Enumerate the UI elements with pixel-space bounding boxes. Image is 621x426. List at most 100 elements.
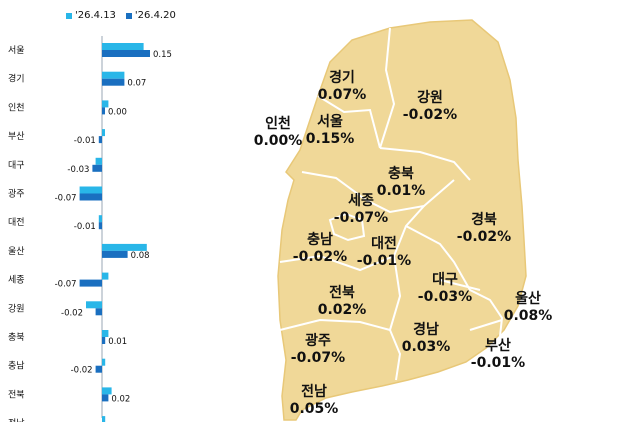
region-border <box>379 147 471 181</box>
value-label: -0.07 <box>55 194 77 204</box>
bar-series-2 <box>98 222 102 230</box>
bar-series-2 <box>102 107 105 115</box>
category-label: 충남 <box>8 361 25 372</box>
region-name: 전남 <box>301 384 327 400</box>
region-label: 울산 0.08% <box>504 291 553 325</box>
region-label: 서울 0.15% <box>306 114 355 148</box>
region-name: 강원 <box>417 90 443 106</box>
value-label: -0.02 <box>61 308 83 318</box>
bar-series-2 <box>95 365 102 373</box>
region-value: -0.07% <box>290 350 346 366</box>
category-label: 인천 <box>8 102 25 113</box>
legend-swatch-series-1 <box>66 12 72 19</box>
bar-series-2 <box>102 50 150 57</box>
bar-series-2 <box>95 308 102 316</box>
category-label: 강원 <box>8 303 25 314</box>
region-label: 경북 -0.02% <box>457 212 511 246</box>
category-label: 대구 <box>8 160 25 171</box>
bar-series-1 <box>102 129 105 137</box>
region-value: 0.08% <box>503 308 553 324</box>
bar-series-2 <box>102 78 125 86</box>
region-label: 대전 -0.01% <box>357 236 411 270</box>
region-name: 부산 <box>485 338 511 354</box>
region-label: 충남 -0.02% <box>293 232 347 266</box>
region-value: 0.01% <box>376 183 426 199</box>
region-border <box>279 318 391 331</box>
region-name: 울산 <box>515 291 541 307</box>
bar-series-2 <box>102 250 128 258</box>
region-value: -0.02% <box>456 229 512 245</box>
region-name: 서울 <box>317 114 343 130</box>
category-label: 세종 <box>8 275 25 286</box>
value-label: -0.01 <box>74 136 96 146</box>
region-label: 부산 -0.01% <box>471 338 525 372</box>
korea-map-shape <box>277 19 527 421</box>
region-value: 0.03% <box>401 339 451 355</box>
bar-series-1 <box>102 330 109 337</box>
category-label: 전북 <box>8 389 25 400</box>
bar-series-1 <box>102 71 125 79</box>
region-value: -0.02% <box>402 107 458 123</box>
region-label: 전남 0.05% <box>290 384 339 418</box>
region-border <box>279 205 425 272</box>
region-value: 0.02% <box>317 302 367 318</box>
value-label: -0.02 <box>71 366 93 376</box>
bar-series-1 <box>102 358 106 366</box>
category-label: 광주 <box>8 188 25 200</box>
region-border <box>301 171 455 214</box>
region-label: 인천 0.00% <box>254 116 303 150</box>
region-name: 경북 <box>471 212 497 228</box>
region-value: 0.15% <box>305 131 355 147</box>
region-name: 인천 <box>265 116 291 132</box>
bar-series-1 <box>102 243 147 251</box>
value-label: 0.02 <box>111 394 130 404</box>
region-name: 대전 <box>371 236 397 252</box>
value-label: -0.01 <box>74 222 96 232</box>
region-border <box>328 212 366 242</box>
category-label: 충북 <box>8 332 25 343</box>
region-name: 충남 <box>307 232 333 248</box>
category-label: 경기 <box>8 73 25 85</box>
region-name: 대구 <box>432 272 458 288</box>
legend-label-series-2: '26.4.20 <box>134 10 176 21</box>
value-label: -0.07 <box>55 280 77 290</box>
value-label: -0.03 <box>67 165 89 175</box>
region-name: 광주 <box>305 333 331 349</box>
region-value: 0.05% <box>289 401 339 417</box>
value-label: 0.15 <box>153 50 172 60</box>
bar-series-1 <box>95 157 102 165</box>
region-border <box>469 319 503 331</box>
bar-series-1 <box>79 186 102 194</box>
bar-series-2 <box>79 279 102 287</box>
value-label: 0.07 <box>127 79 146 89</box>
bar-series-1 <box>102 272 109 280</box>
region-label: 전북 0.02% <box>318 285 367 319</box>
region-label: 세종 -0.07% <box>334 193 388 227</box>
bar-series-1 <box>98 215 102 223</box>
region-border <box>379 27 396 149</box>
legend-item-series-1: '26.4.13 <box>66 10 116 21</box>
bar-series-2 <box>92 164 102 172</box>
region-value: 0.07% <box>317 87 367 103</box>
region-border <box>405 225 504 337</box>
bar-chart: 서울 0.15 경기 0.07 인천 0.00 부산 -0.01 대구 -0.03 광주 -0.07 대… <box>8 36 172 422</box>
bar-series-1 <box>86 301 102 309</box>
region-value: -0.01% <box>470 355 526 371</box>
region-name: 경기 <box>329 70 355 86</box>
legend-label-series-1: '26.4.13 <box>75 10 116 21</box>
region-name: 충북 <box>388 166 414 182</box>
region-label: 충북 0.01% <box>377 166 426 200</box>
region-name: 경남 <box>413 322 439 338</box>
value-label: 0.00 <box>108 107 127 117</box>
category-label: 대전 <box>8 217 25 228</box>
legend-item-series-2: '26.4.20 <box>125 10 176 21</box>
value-label: 0.08 <box>131 251 150 261</box>
bar-series-2 <box>102 337 106 344</box>
bar-series-2 <box>98 136 102 144</box>
region-name: 세종 <box>348 193 374 209</box>
region-label: 경기 0.07% <box>318 70 367 104</box>
region-value: -0.03% <box>417 289 473 305</box>
region-label: 경남 0.03% <box>402 322 451 356</box>
region-value: -0.02% <box>292 249 348 265</box>
category-label: 전남 <box>8 418 25 422</box>
